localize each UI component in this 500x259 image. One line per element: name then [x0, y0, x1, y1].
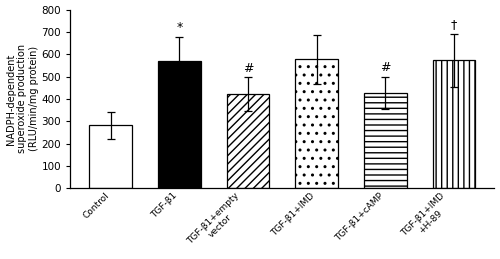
Bar: [296, 59, 338, 188]
Text: #: #: [243, 62, 254, 75]
Text: #: #: [380, 61, 390, 74]
Bar: [226, 94, 270, 188]
Bar: [364, 93, 406, 188]
Text: *: *: [176, 21, 182, 34]
Bar: [90, 125, 132, 188]
Bar: [158, 61, 200, 188]
Text: †: †: [450, 18, 457, 31]
Bar: [432, 61, 475, 188]
Y-axis label: NADPH-dependent
superoxide production
(RLU/min/mg protein): NADPH-dependent superoxide production (R…: [6, 44, 39, 154]
